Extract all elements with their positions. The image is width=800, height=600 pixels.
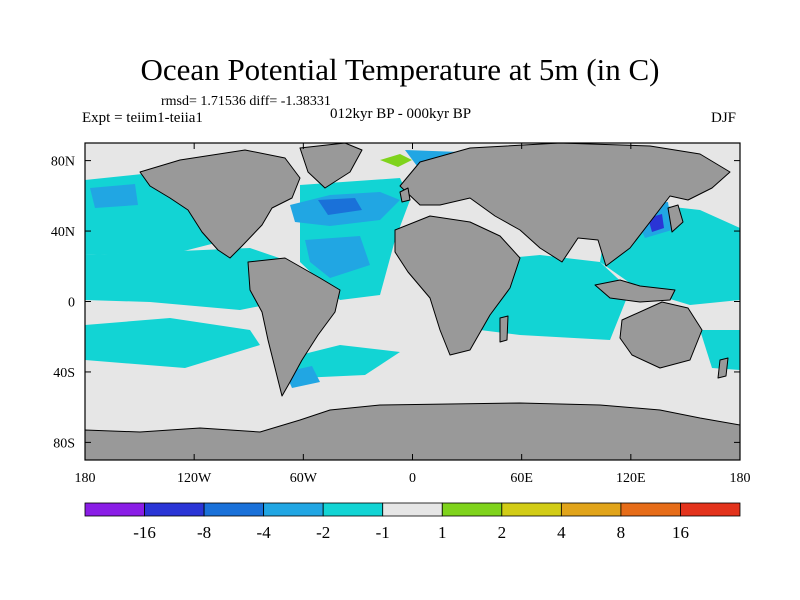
x-tick-label: 180 bbox=[730, 471, 751, 486]
colorbar-swatch bbox=[501, 502, 562, 517]
colorbar-swatch bbox=[263, 502, 324, 517]
y-tick-label: 40N bbox=[51, 225, 75, 240]
x-tick-label: 0 bbox=[409, 471, 416, 486]
colorbar: -16 -8 -4 -2 -1 1 2 4 8 16 bbox=[84, 502, 741, 542]
colorbar-swatch bbox=[620, 502, 681, 517]
anomaly-cell-tropical-atlantic bbox=[305, 236, 370, 278]
y-tick-label: 80N bbox=[51, 155, 75, 170]
y-tick-label: 0 bbox=[68, 296, 75, 311]
colorbar-label: -2 bbox=[316, 523, 330, 542]
land-maritime-continent bbox=[594, 279, 676, 303]
land-masses bbox=[85, 143, 740, 460]
anomaly-band-tropical-pacific bbox=[85, 248, 290, 310]
land-north-america bbox=[139, 149, 301, 259]
colorbar-label: -4 bbox=[257, 523, 272, 542]
colorbar-swatch bbox=[84, 502, 145, 517]
colorbar-swatch bbox=[203, 502, 265, 517]
x-tick-label: 120W bbox=[177, 471, 212, 486]
experiment-label: Expt = teiim1-teiia1 bbox=[82, 110, 203, 126]
land-japan bbox=[667, 204, 684, 233]
land-greenland bbox=[299, 143, 363, 189]
colorbar-label: 1 bbox=[438, 523, 447, 542]
colorbar-swatch bbox=[680, 502, 741, 517]
colorbar-label: -8 bbox=[197, 523, 211, 542]
season-label: DJF bbox=[711, 110, 737, 126]
rmsd-diff-stats: rmsd= 1.71536 diff= -1.38331 bbox=[161, 94, 331, 109]
anomaly-cell-barents-sea bbox=[380, 154, 412, 167]
land-britain bbox=[399, 187, 411, 203]
colorbar-label: 4 bbox=[557, 523, 566, 542]
land-antarctica bbox=[85, 402, 740, 460]
x-tick-label: 60W bbox=[290, 471, 318, 486]
colorbar-label: -16 bbox=[133, 523, 156, 542]
colorbar-swatch bbox=[382, 502, 443, 517]
colorbar-swatch bbox=[322, 502, 384, 517]
land-new-zealand bbox=[717, 357, 729, 379]
colorbar-label: -1 bbox=[376, 523, 390, 542]
colorbar-label: 8 bbox=[617, 523, 626, 542]
axis-ticks: 180 120W 60W 0 60E 120E 180 80N 40N 0 40S 80S bbox=[51, 143, 751, 486]
anomaly-band-south-pacific bbox=[85, 318, 260, 368]
colorbar-swatch bbox=[560, 502, 622, 517]
x-tick-label: 180 bbox=[75, 471, 96, 486]
period-label: 012kyr BP - 000kyr BP bbox=[330, 106, 472, 122]
anomaly-cell-north-pacific bbox=[90, 184, 138, 208]
x-tick-label: 60E bbox=[510, 471, 533, 486]
map-plot-area bbox=[85, 143, 740, 460]
land-eurasia bbox=[399, 143, 731, 267]
chart-title: Ocean Potential Temperature at 5m (in C) bbox=[140, 52, 660, 87]
land-australia bbox=[619, 301, 703, 369]
y-tick-label: 40S bbox=[53, 366, 75, 381]
x-tick-label: 120E bbox=[616, 471, 646, 486]
anomaly-cell-north-atlantic bbox=[318, 198, 362, 215]
y-tick-label: 80S bbox=[53, 436, 75, 451]
colorbar-swatch bbox=[441, 502, 503, 517]
land-madagascar bbox=[499, 315, 509, 343]
colorbar-swatch bbox=[144, 502, 205, 517]
land-south-america bbox=[247, 257, 341, 397]
land-africa bbox=[394, 215, 521, 356]
anomaly-band-australia-east bbox=[700, 330, 740, 370]
colorbar-label: 16 bbox=[672, 523, 689, 542]
colorbar-label: 2 bbox=[498, 523, 507, 542]
